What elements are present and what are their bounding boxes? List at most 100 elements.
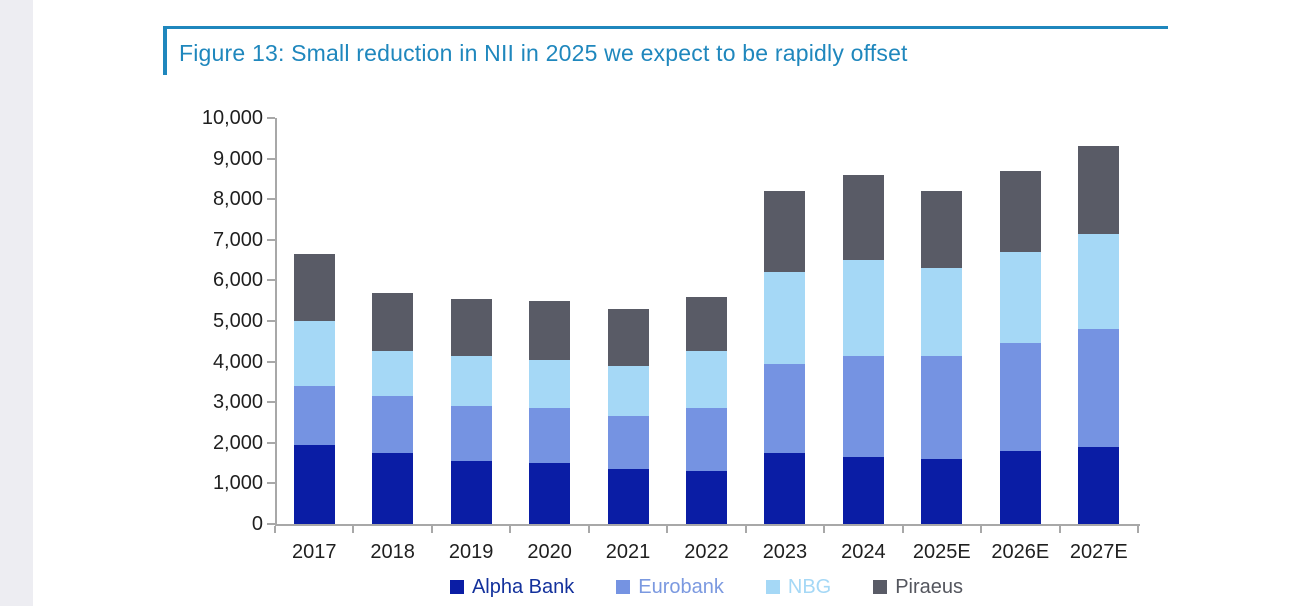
y-axis-tick-label: 10,000 (201, 107, 263, 129)
legend-item-alpha-bank: Alpha Bank (449, 575, 575, 599)
bar-2027e-alpha-bank (1078, 447, 1119, 524)
legend-label-alpha-bank: Alpha Bank (471, 576, 575, 598)
bar-2022-piraeus (686, 297, 727, 351)
figure-header: Figure 13: Small reduction in NII in 202… (163, 26, 1168, 75)
bar-2019-alpha-bank (451, 461, 492, 524)
y-axis-tick (267, 482, 275, 484)
bar-2024-nbg (843, 260, 884, 356)
legend-swatch-piraeus (873, 580, 888, 594)
bar-2026e-piraeus (1000, 171, 1041, 252)
x-axis-label: 2024 (841, 541, 886, 563)
x-axis-tick (352, 526, 354, 533)
x-axis-label: 2023 (762, 541, 808, 563)
legend-item-piraeus: Piraeus (873, 575, 963, 599)
x-axis-tick (509, 526, 511, 533)
bar-2021-nbg (608, 366, 649, 416)
x-axis-label: 2018 (370, 541, 415, 563)
bar-2023-piraeus (764, 191, 805, 272)
figure-header-rule (163, 26, 1168, 29)
x-axis-label: 2022 (684, 541, 729, 563)
bar-2020-alpha-bank (529, 463, 570, 524)
figure-header-accent-bar (163, 29, 167, 75)
legend-label-eurobank: Eurobank (638, 576, 724, 598)
y-axis-tick-label: 9,000 (212, 148, 263, 170)
bar-2019-piraeus (451, 299, 492, 356)
y-axis-tick-label: 0 (251, 513, 263, 535)
bar-2026e-alpha-bank (1000, 451, 1041, 524)
bar-2026e-eurobank (1000, 343, 1041, 451)
x-axis-label: 2026E (991, 541, 1050, 563)
x-axis-label: 2020 (527, 541, 572, 563)
bar-2027e-piraeus (1078, 146, 1119, 234)
y-axis-tick-label: 2,000 (212, 432, 263, 454)
legend-swatch-alpha-bank (449, 580, 464, 594)
y-axis-tick-label: 4,000 (212, 351, 263, 373)
y-axis-tick (267, 117, 275, 119)
bar-2025e-eurobank (921, 356, 962, 459)
bar-2018-nbg (372, 351, 413, 396)
legend: Alpha Bank Eurobank NBG Piraeus (275, 575, 1138, 599)
bar-2022-alpha-bank (686, 471, 727, 524)
x-axis-tick (588, 526, 590, 533)
x-axis-tick (980, 526, 982, 533)
y-axis-tick (267, 442, 275, 444)
bar-2021-alpha-bank (608, 469, 649, 524)
x-axis-label: 2025E (912, 541, 971, 563)
y-axis-tick (267, 401, 275, 403)
legend-swatch-nbg (765, 580, 780, 594)
y-axis-tick-label: 3,000 (212, 391, 263, 413)
bar-2019-nbg (451, 356, 492, 406)
x-axis-tick (274, 526, 276, 533)
y-axis-tick-label: 1,000 (212, 472, 263, 494)
page-edge-strip (0, 0, 33, 606)
bar-2024-eurobank (843, 356, 884, 457)
bar-2022-nbg (686, 351, 727, 408)
bar-2017-eurobank (294, 386, 335, 445)
legend-label-nbg: NBG (787, 576, 832, 598)
x-axis-label: 2027E (1069, 541, 1128, 563)
x-axis-tick (823, 526, 825, 533)
legend-swatch-eurobank (616, 580, 631, 594)
bar-2023-nbg (764, 272, 805, 364)
bar-2025e-piraeus (921, 191, 962, 268)
x-axis-label: 2017 (291, 541, 337, 563)
bar-2018-alpha-bank (372, 453, 413, 524)
bar-2026e-nbg (1000, 252, 1041, 343)
bar-2025e-nbg (921, 268, 962, 356)
bar-2018-piraeus (372, 293, 413, 351)
y-axis-tick (267, 523, 275, 525)
bar-2020-nbg (529, 360, 570, 408)
y-axis-tick (267, 239, 275, 241)
bar-2027e-eurobank (1078, 329, 1119, 447)
bar-2018-eurobank (372, 396, 413, 453)
y-axis-tick-label: 5,000 (212, 310, 263, 332)
bar-2019-eurobank (451, 406, 492, 461)
x-axis-label: 2021 (605, 541, 651, 563)
legend-label-piraeus: Piraeus (895, 576, 964, 598)
bar-2017-piraeus (294, 254, 335, 321)
x-axis-tick (1137, 526, 1139, 533)
bar-2020-piraeus (529, 301, 570, 360)
bar-2017-alpha-bank (294, 445, 335, 524)
y-axis-tick (267, 198, 275, 200)
x-axis-tick (666, 526, 668, 533)
bar-2021-piraeus (608, 309, 649, 366)
y-axis-tick (267, 361, 275, 363)
figure-title: Figure 13: Small reduction in NII in 202… (179, 40, 908, 66)
x-axis-tick (745, 526, 747, 533)
x-axis-label: 2019 (448, 541, 494, 563)
bar-2020-eurobank (529, 408, 570, 463)
y-axis-tick (267, 320, 275, 322)
y-axis-tick (267, 279, 275, 281)
x-axis-tick (1059, 526, 1061, 533)
bar-2023-eurobank (764, 364, 805, 453)
plot-area (275, 118, 1140, 526)
bar-2023-alpha-bank (764, 453, 805, 524)
bar-2025e-alpha-bank (921, 459, 962, 524)
legend-item-eurobank: Eurobank (616, 575, 724, 599)
x-axis-tick (902, 526, 904, 533)
y-axis-tick (267, 158, 275, 160)
y-axis-tick-label: 6,000 (212, 269, 263, 291)
bar-2021-eurobank (608, 416, 649, 469)
